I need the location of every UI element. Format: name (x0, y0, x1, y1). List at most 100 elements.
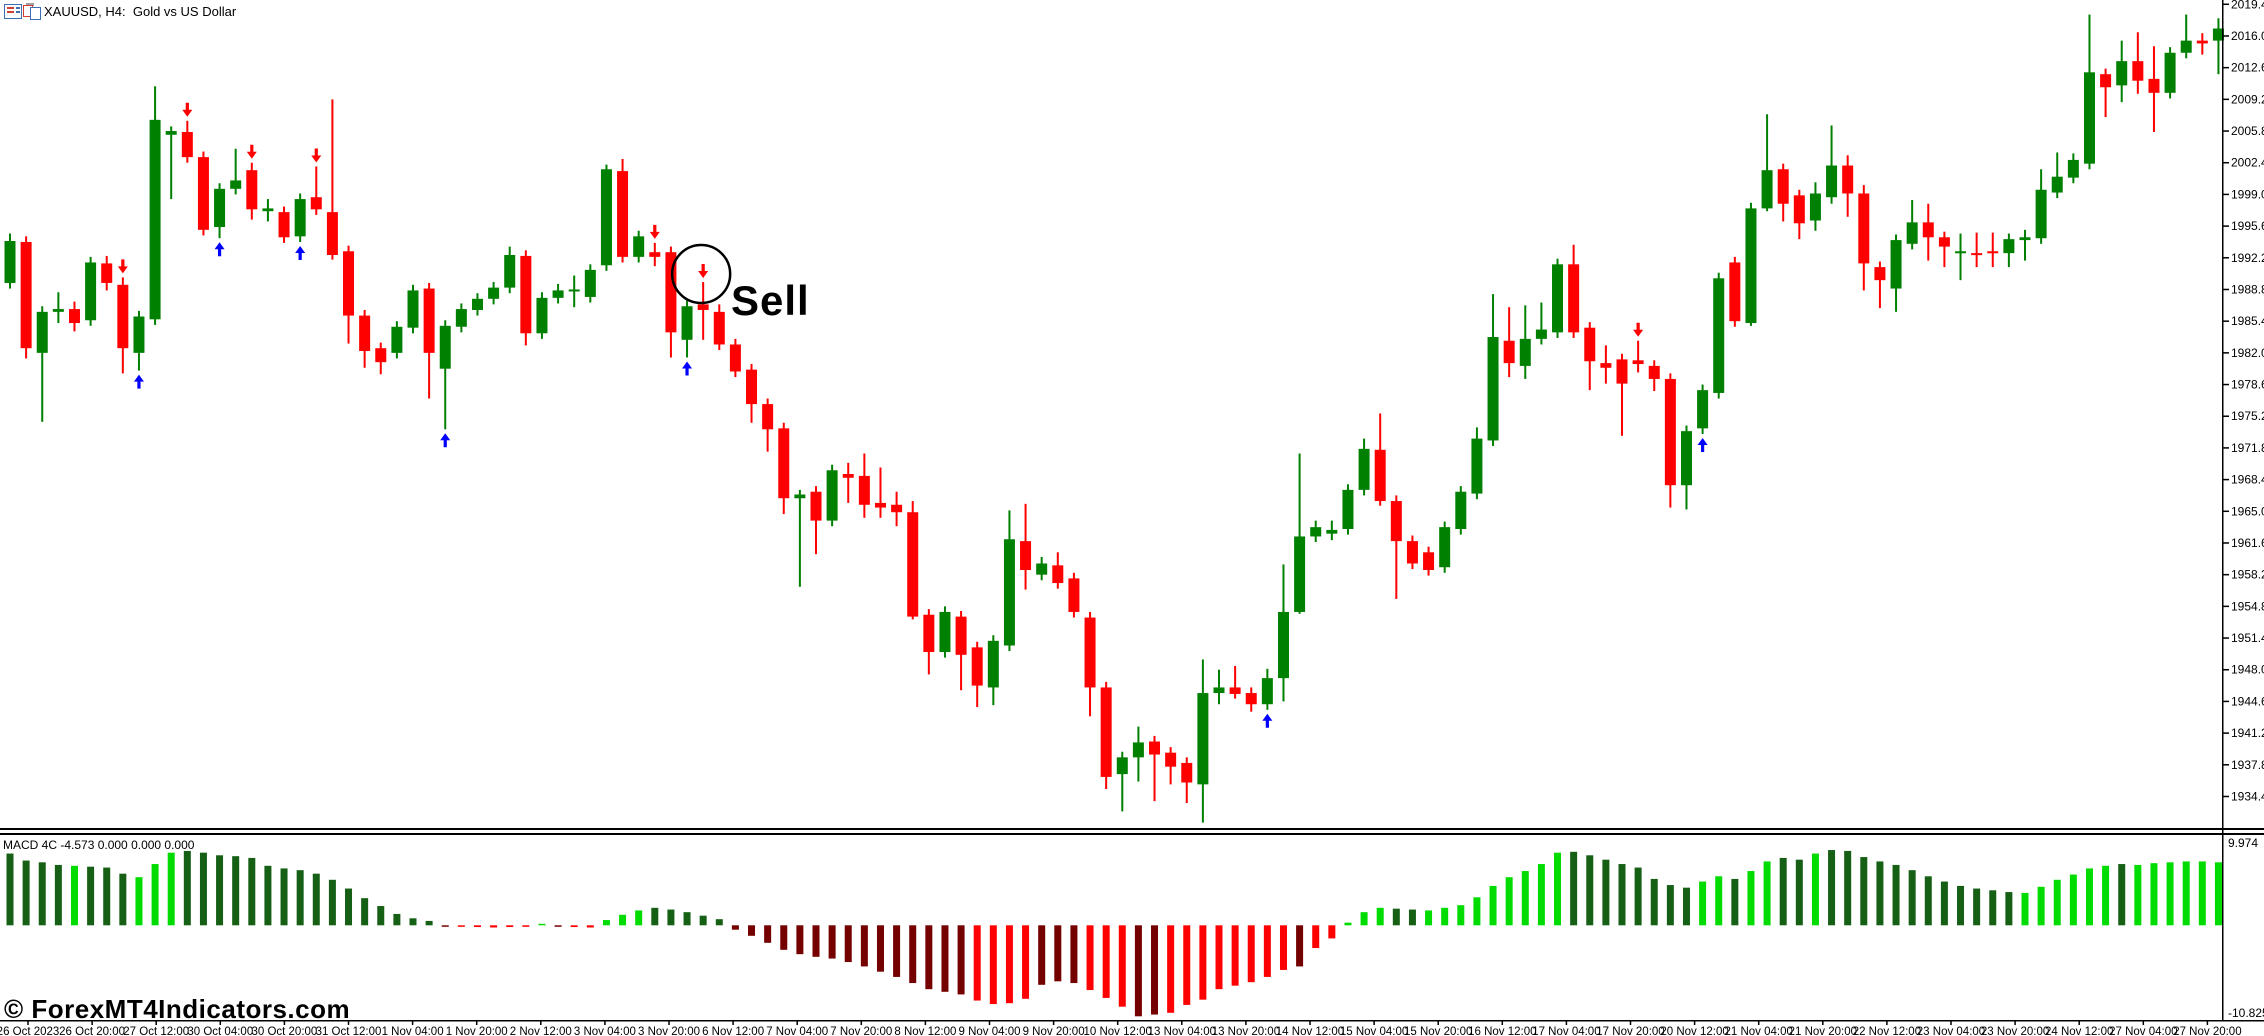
time-tick-mark (411, 1020, 414, 1025)
macd-histogram-bar (2021, 892, 2029, 926)
bullish-candle-body (391, 326, 403, 353)
price-tick-label: 1978.60 (2231, 378, 2264, 392)
bearish-candle-body (955, 616, 967, 655)
candle-wick (2217, 18, 2220, 75)
time-tick-label: 21 Nov 04:00 (1724, 1026, 1792, 1036)
bullish-candle-body (1277, 611, 1289, 679)
buy-signal-arrow-icon (214, 242, 225, 257)
macd-histogram-bar (2118, 864, 2126, 926)
candle-wick (1766, 114, 1769, 212)
macd-histogram-bar (1263, 925, 1271, 977)
macd-histogram-bar (1715, 876, 1723, 926)
macd-histogram-bar (909, 925, 917, 984)
macd-histogram-bar (22, 860, 30, 926)
macd-histogram-bar (1473, 897, 1481, 926)
macd-histogram-bar (119, 873, 127, 926)
time-tick-label: 9 Nov 20:00 (1023, 1026, 1085, 1036)
time-tick-mark (1373, 1020, 1375, 1025)
bullish-candle-body (633, 236, 645, 257)
bullish-candle-body (2067, 159, 2079, 178)
time-tick-label: 31 Oct 12:00 (316, 1026, 382, 1036)
price-tick-mark (2222, 795, 2229, 798)
macd-histogram-bar (1682, 887, 1690, 926)
bearish-candle-body (423, 288, 435, 353)
bearish-candle-body (101, 263, 113, 283)
candle-wick (1830, 125, 1833, 204)
bearish-candle-body (2196, 40, 2208, 44)
chart-window-icon[interactable] (23, 3, 41, 20)
bullish-candle-body (1680, 431, 1692, 486)
candle-wick (1959, 233, 1962, 281)
price-tick-mark (2222, 35, 2229, 37)
price-tick-mark (2222, 732, 2229, 734)
price-tick-label: 1982.00 (2231, 346, 2264, 360)
macd-histogram-bar (844, 925, 852, 963)
time-tick-mark (1757, 1020, 1760, 1025)
macd-histogram-bar (280, 868, 288, 926)
macd-histogram-bar (377, 906, 385, 926)
bearish-candle-body (1922, 222, 1934, 238)
price-tick-mark (2222, 764, 2229, 766)
price-tick-label: 1971.80 (2231, 441, 2264, 455)
macd-histogram-bar (1312, 925, 1320, 949)
price-tick-mark (2222, 383, 2229, 386)
bullish-candle-body (794, 494, 806, 499)
time-tick-label: 27 Nov 04:00 (2109, 1026, 2177, 1036)
bullish-candle-body (2035, 189, 2047, 239)
price-tick-mark (2222, 478, 2229, 481)
price-tick-label: 1937.80 (2231, 758, 2264, 772)
buy-signal-arrow-icon (295, 245, 306, 260)
price-tick-mark (2222, 193, 2229, 196)
bearish-candle-body (617, 171, 629, 257)
time-tick-label: 1 Nov 20:00 (446, 1026, 508, 1036)
bullish-candle-body (1358, 448, 1370, 490)
macd-histogram-bar (1795, 859, 1803, 926)
macd-histogram-bar (941, 925, 949, 992)
price-tick-label: 2019.40 (2231, 0, 2264, 11)
macd-histogram-bar (216, 855, 224, 926)
macd-histogram-bar (989, 925, 997, 1005)
time-tick-label: 30 Oct 20:00 (251, 1026, 317, 1036)
macd-histogram-bar (1425, 910, 1433, 926)
macd-histogram-bar (1392, 908, 1400, 926)
macd-histogram-bar (2069, 874, 2077, 926)
bearish-candle-body (665, 252, 677, 333)
sell-signal-arrow-icon (246, 144, 257, 159)
time-tick-label: 7 Nov 20:00 (830, 1026, 892, 1036)
panel-separator-line[interactable] (0, 828, 2264, 830)
macd-histogram-bar (1602, 859, 1610, 926)
bullish-candle-body (1745, 208, 1757, 324)
bearish-candle-body (1938, 237, 1950, 247)
macd-histogram-bar (296, 870, 304, 926)
macd-histogram-bar (2053, 879, 2061, 926)
bearish-candle-body (1149, 741, 1161, 755)
bearish-candle-body (1600, 363, 1612, 368)
macd-histogram-bar (1118, 925, 1126, 1007)
macd-histogram-bar (780, 925, 788, 950)
macd-histogram-bar (1828, 850, 1836, 926)
price-tick-label: 1968.40 (2231, 473, 2264, 487)
price-tick-mark (2222, 605, 2229, 608)
bearish-candle-body (746, 369, 758, 405)
panel-separator-line[interactable] (0, 833, 2264, 835)
sell-signal-arrow-icon (311, 148, 322, 163)
bearish-candle-body (697, 304, 709, 310)
bullish-candle-body (681, 306, 693, 340)
indicator-list-icon[interactable] (4, 4, 22, 19)
macd-histogram-bar (2134, 864, 2142, 926)
candle-wick (2201, 33, 2204, 55)
macd-histogram-bar (699, 915, 707, 926)
macd-histogram-bar (1070, 925, 1078, 984)
macd-histogram-bar (1279, 925, 1287, 970)
sell-annotation-text: Sell (731, 277, 810, 324)
price-tick-mark (2222, 320, 2229, 322)
bearish-candle-body (1858, 193, 1870, 264)
bullish-candle-body (294, 199, 306, 237)
bearish-candle-body (2100, 74, 2112, 88)
bullish-candle-body (1116, 757, 1128, 775)
bearish-candle-body (971, 647, 983, 686)
bullish-candle-body (1213, 687, 1225, 694)
bullish-candle-body (1761, 170, 1773, 209)
macd-axis-max: 9.974 (2228, 836, 2259, 850)
